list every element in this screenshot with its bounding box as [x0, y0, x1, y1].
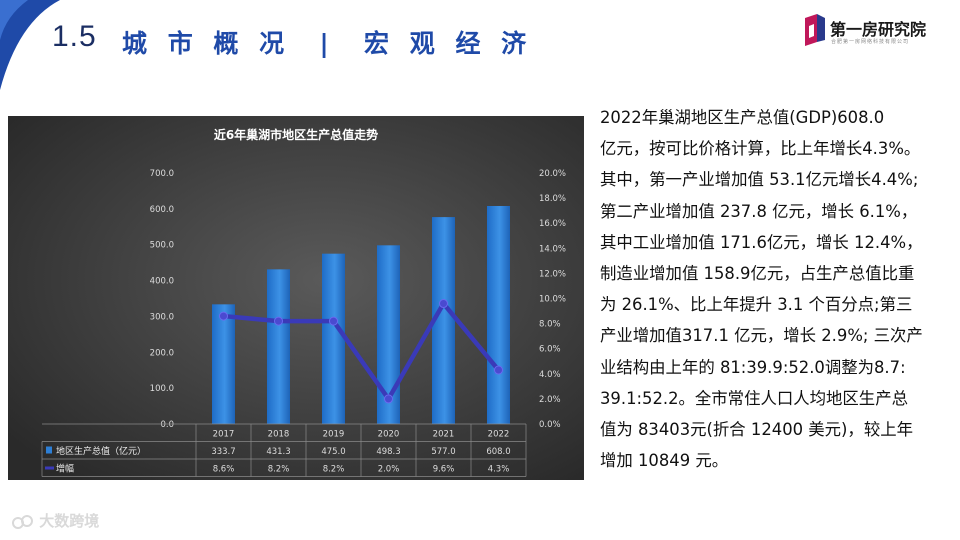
- y2-tick-label: 4.0%: [539, 370, 561, 380]
- y-axis-right: 0.0% 2.0% 4.0% 6.0% 8.0% 10.0% 12.0% 14.0% 16.0%…: [539, 169, 566, 430]
- body-line: 其中工业增加值 171.6亿元，增长 12.4%，: [600, 232, 923, 252]
- line-series: [219, 299, 503, 404]
- growth-value-label: 8.6%: [213, 465, 235, 475]
- body-line: 增加 10849 元。: [600, 451, 729, 471]
- y2-tick-label: 2.0%: [539, 395, 561, 405]
- bar-value-label: 475.0: [321, 447, 345, 457]
- y-tick-label: 200.0: [150, 348, 174, 358]
- brand-logo: 第一房研究院 合肥第一房网络科技有限公司: [803, 14, 953, 48]
- section-title: 城 市 概 况 | 宏 观 经 济: [122, 29, 533, 58]
- y2-tick-label: 6.0%: [539, 345, 561, 355]
- body-line: 产业增加值317.1 亿元，增长 2.9%; 三次产: [600, 326, 923, 346]
- y-tick-label: 700.0: [150, 169, 174, 179]
- growth-value-label: 9.6%: [433, 465, 455, 475]
- y-tick-label: 0.0: [160, 420, 174, 430]
- bar-2017: [212, 304, 235, 424]
- growth-point-2020: [384, 394, 393, 404]
- y-tick-label: 600.0: [150, 205, 174, 215]
- body-line: 第二产业增加值 237.8 亿元，增长 6.1%，: [600, 201, 918, 221]
- body-line: 业结构由上年的 81:39.9:52.0调整为8.7:: [600, 357, 906, 377]
- y2-tick-label: 14.0%: [539, 244, 566, 254]
- bar-value-label: 498.3: [376, 447, 400, 457]
- growth-point-2018: [274, 316, 283, 326]
- watermark-text: 大数跨境: [39, 512, 100, 530]
- gdp-chart: 近6年巢湖市地区生产总值走势 0.0 100.0 200.0 300.0 400.0 50…: [8, 116, 584, 480]
- x-tick-label: 2022: [488, 430, 510, 440]
- body-paragraph: 2022年巢湖地区生产总值(GDP)608.0 亿元，按可比价格计算，比上年增长…: [600, 102, 950, 476]
- growth-point-2021: [439, 299, 448, 309]
- legend-label-gdp: 地区生产总值（亿元）: [56, 445, 146, 457]
- growth-point-2017: [219, 311, 228, 321]
- watermark: 大数跨境: [12, 510, 99, 531]
- growth-point-2019: [329, 316, 338, 326]
- growth-value-label: 4.3%: [488, 465, 510, 475]
- body-line: 其中，第一产业增加值 53.1亿元增长4.4%;: [600, 170, 919, 190]
- body-line: 39.1:52.2。全市常住人口人均地区生产总: [600, 388, 908, 408]
- x-tick-label: 2018: [268, 430, 290, 440]
- bar-value-label: 333.7: [211, 447, 235, 457]
- logo-text: 第一房研究院: [830, 20, 927, 39]
- y-tick-label: 100.0: [150, 384, 174, 394]
- body-line: 制造业增加值 158.9亿元，占生产总值比重: [600, 264, 915, 284]
- bar-2018: [267, 269, 290, 424]
- bar-2019: [322, 253, 345, 424]
- growth-point-2022: [494, 365, 503, 375]
- logo-subtext: 合肥第一房网络科技有限公司: [831, 39, 910, 45]
- bubble-logo-icon: [12, 514, 33, 529]
- x-tick-label: 2021: [433, 430, 455, 440]
- growth-value-label: 8.2%: [268, 465, 290, 475]
- legend-swatch-gdp: [46, 446, 52, 454]
- growth-value-label: 8.2%: [323, 465, 345, 475]
- body-line: 为 26.1%、比上年提升 3.1 个百分点;第三: [600, 295, 913, 315]
- y-tick-label: 300.0: [150, 312, 174, 322]
- section-number: 1.5: [52, 20, 97, 53]
- bar-series: [212, 205, 510, 424]
- bar-2020: [377, 245, 400, 424]
- bar-value-label: 608.0: [486, 447, 510, 457]
- chart-data-table: 2017 333.7 8.6% 2018 431.3 8.2% 2019 475.0 8.2% 2…: [41, 423, 527, 477]
- y-axis-left: 0.0 100.0 200.0 300.0 400.0 500.0 600.0 700.0: [150, 169, 174, 430]
- corner-arc-decoration: [0, 0, 60, 90]
- body-line: 值为 83403元(折合 12400 美元)，较上年: [600, 420, 913, 440]
- y2-tick-label: 0.0%: [539, 420, 561, 430]
- y-tick-label: 500.0: [150, 241, 174, 251]
- y2-tick-label: 18.0%: [539, 194, 566, 204]
- building-logo-icon: [805, 14, 825, 46]
- body-line: 2022年巢湖地区生产总值(GDP)608.0: [600, 108, 885, 127]
- body-line: 亿元，按可比价格计算，比上年增长4.3%。: [600, 139, 921, 159]
- growth-line: [223, 301, 501, 402]
- bar-2022: [487, 205, 510, 424]
- x-tick-label: 2017: [213, 430, 235, 440]
- y2-tick-label: 10.0%: [539, 295, 566, 305]
- y-tick-label: 400.0: [150, 277, 174, 287]
- x-tick-label: 2020: [378, 430, 400, 440]
- bar-2021: [432, 217, 455, 424]
- y2-tick-label: 16.0%: [539, 219, 566, 229]
- y2-tick-label: 8.0%: [539, 320, 561, 330]
- bar-value-label: 431.3: [266, 447, 290, 457]
- growth-value-label: 2.0%: [378, 465, 400, 475]
- legend-label-growth: 增幅: [56, 463, 74, 475]
- y2-tick-label: 12.0%: [539, 269, 566, 279]
- y2-tick-label: 20.0%: [539, 169, 566, 179]
- chart-title: 近6年巢湖市地区生产总值走势: [214, 127, 378, 142]
- bar-value-label: 577.0: [431, 447, 455, 457]
- x-tick-label: 2019: [323, 430, 345, 440]
